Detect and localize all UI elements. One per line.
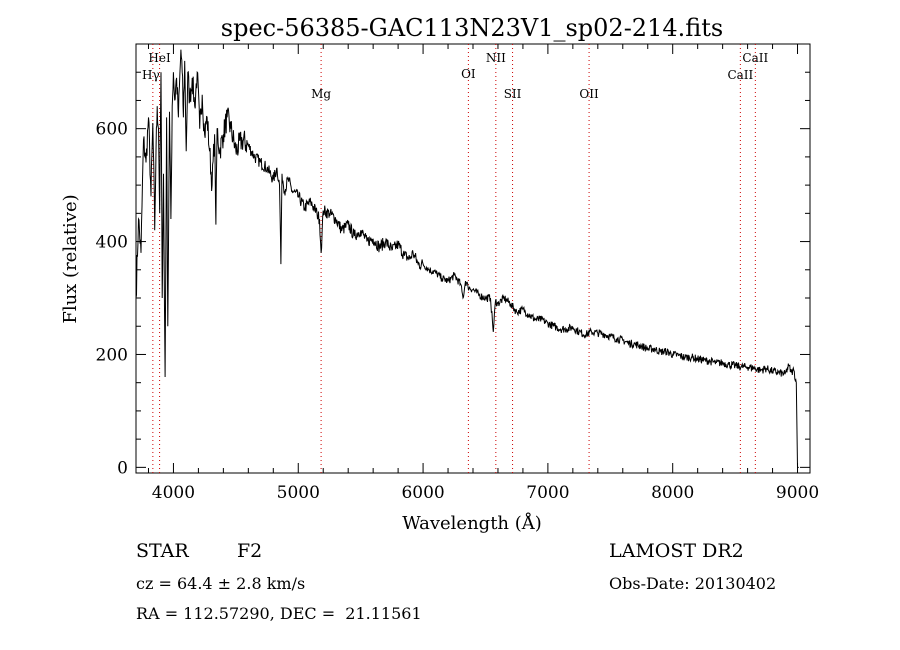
- plot-border: [135, 43, 811, 474]
- line-marker-label: CaII: [742, 51, 768, 65]
- sky-coordinates: RA = 112.57290, DEC = 21.11561: [136, 604, 422, 623]
- survey-name: LAMOST DR2: [609, 540, 744, 562]
- x-tick-label: 4000: [152, 483, 195, 503]
- line-marker-label: NII: [486, 51, 506, 65]
- object-type: STAR: [136, 540, 189, 562]
- line-marker-label: OI: [461, 67, 476, 81]
- line-markers: Hγ HeI Mg OI NII SII OII CaII CaII: [142, 44, 768, 473]
- chart-title: spec-56385-GAC113N23V1_sp02-214.fits: [221, 14, 723, 42]
- y-axis-label: Flux (relative): [60, 194, 81, 323]
- line-marker-label: SII: [504, 87, 522, 101]
- line-marker-label: OII: [579, 87, 599, 101]
- x-axis-label: Wavelength (Å): [402, 512, 542, 534]
- y-tick-label: 400: [96, 233, 128, 253]
- x-tick-label: 5000: [277, 483, 320, 503]
- line-marker-label: HeI: [148, 51, 171, 65]
- observation-date: Obs-Date: 20130402: [609, 574, 777, 593]
- axis-ticks: 4000 5000 6000 7000 8000 9000 0 200 400 600: [96, 44, 819, 503]
- redshift-readout: cz = 64.4 ± 2.8 km/s: [136, 574, 306, 593]
- spectrum-line: [135, 49, 799, 468]
- line-marker-label: Mg: [311, 87, 331, 101]
- plot-frame: [135, 43, 811, 474]
- x-tick-label: 8000: [651, 483, 694, 503]
- x-tick-label: 7000: [526, 483, 569, 503]
- x-tick-label: 9000: [776, 483, 819, 503]
- x-tick-label: 6000: [401, 483, 444, 503]
- line-marker-label: Hγ: [142, 68, 160, 82]
- y-tick-label: 600: [96, 120, 128, 140]
- spectral-subclass: F2: [237, 540, 263, 562]
- line-marker-label: CaII: [727, 68, 753, 82]
- y-tick-label: 200: [96, 345, 128, 365]
- y-tick-label: 0: [117, 458, 128, 478]
